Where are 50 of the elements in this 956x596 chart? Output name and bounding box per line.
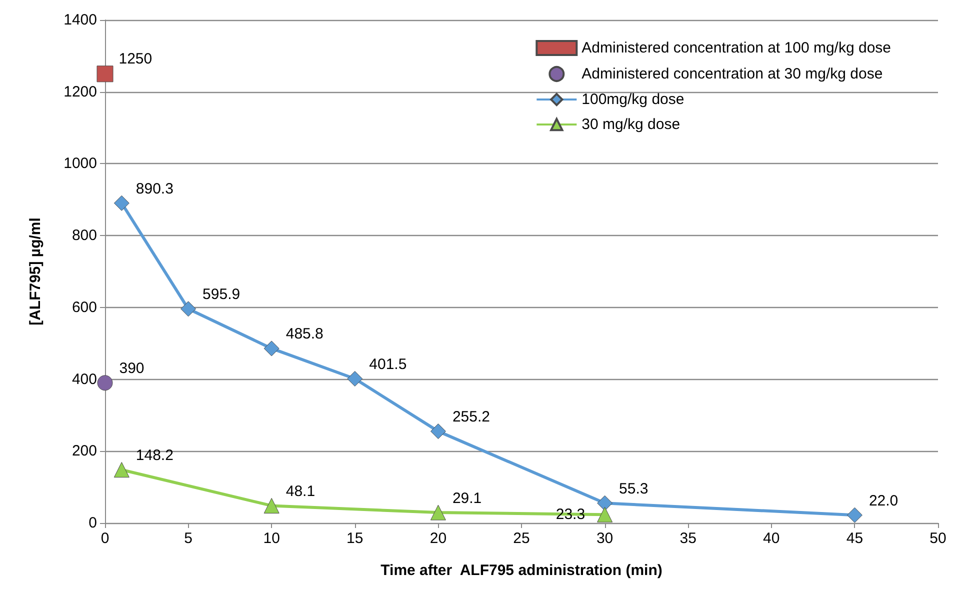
x-tick-label: 30	[596, 530, 614, 547]
data-label: 485.8	[286, 326, 324, 343]
y-tick-label: 0	[88, 514, 97, 532]
legend-label: 100mg/kg dose	[582, 91, 684, 108]
legend-label: 30 mg/kg dose	[582, 116, 680, 133]
y-axis-title: [ALF795] µg/ml	[27, 218, 44, 326]
point	[597, 495, 613, 511]
data-label: 148.2	[136, 447, 174, 464]
legend-label: Administered concentration at 100 mg/kg dose	[582, 40, 892, 56]
data-label: 48.1	[286, 482, 316, 500]
x-tick-label: 35	[680, 530, 696, 547]
data-label: 55.3	[619, 480, 648, 498]
data-label: 390	[119, 360, 144, 378]
x-tick-label: 45	[846, 530, 864, 547]
point	[430, 424, 446, 440]
data-label: 595.9	[202, 286, 240, 304]
x-tick-label: 40	[763, 530, 780, 547]
legend-label: Administered concentration at 30 mg/kg dose	[582, 66, 883, 82]
y-tick-label: 200	[72, 442, 97, 460]
point	[96, 66, 114, 82]
y-tick-label: 800	[72, 227, 97, 244]
data-label: 22.0	[868, 492, 898, 510]
x-tick-label: 10	[263, 530, 280, 547]
y-tick-label: 400	[72, 370, 97, 388]
data-label: 890.3	[136, 180, 174, 198]
y-tick-label: 1200	[64, 83, 97, 100]
point	[180, 301, 196, 317]
y-tick-label: 1000	[64, 155, 97, 172]
point	[846, 507, 862, 523]
point	[430, 504, 446, 520]
y-tick-label: 1400	[64, 12, 97, 28]
x-axis-title: Time after ALF795 administration (min)	[380, 562, 662, 579]
x-tick-label: 5	[184, 530, 192, 547]
data-label: 401.5	[369, 356, 407, 373]
x-tick-label: 25	[513, 530, 530, 547]
point	[264, 340, 280, 356]
point	[114, 195, 130, 211]
data-label: 29.1	[452, 490, 482, 507]
point	[97, 375, 113, 391]
x-tick-label: 0	[100, 530, 110, 547]
data-label: 1250	[118, 50, 152, 68]
point	[597, 506, 613, 522]
point	[114, 462, 130, 478]
y-tick-label: 600	[72, 298, 97, 316]
point	[264, 498, 280, 514]
point	[347, 370, 363, 386]
data-label: 255.2	[452, 408, 490, 426]
x-tick-label: 20	[430, 530, 447, 547]
x-tick-label: 50	[930, 530, 946, 547]
x-tick-label: 15	[346, 530, 364, 547]
